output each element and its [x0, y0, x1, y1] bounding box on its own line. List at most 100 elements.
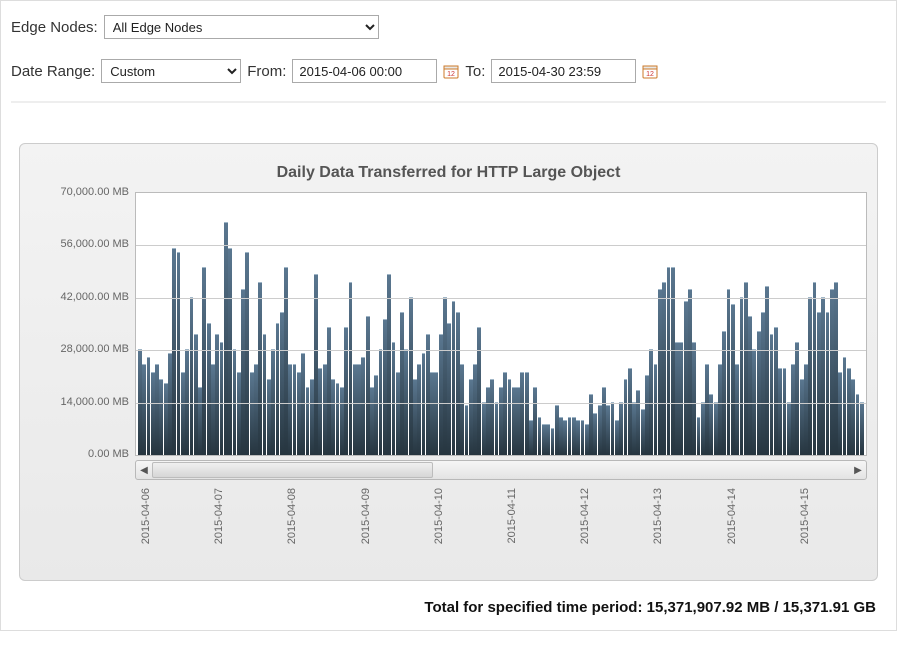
- bar: [280, 312, 284, 455]
- bar: [340, 387, 344, 455]
- scroll-right-button[interactable]: ▶: [850, 461, 866, 479]
- x-tick-label: 2015-04-12: [579, 488, 591, 544]
- bar: [159, 379, 163, 455]
- bar: [757, 331, 761, 456]
- bar: [430, 372, 434, 455]
- x-tick-label: 2015-04-06: [140, 488, 152, 544]
- bar: [460, 364, 464, 455]
- x-tick-label: 2015-04-10: [433, 488, 445, 544]
- bar: [477, 327, 481, 455]
- total-label: Total for specified time period:: [424, 599, 642, 616]
- bar: [172, 248, 176, 455]
- bar: [417, 364, 421, 455]
- bar: [688, 289, 692, 455]
- bar: [800, 379, 804, 455]
- bar: [641, 409, 645, 455]
- bar: [267, 379, 271, 455]
- bar: [473, 364, 477, 455]
- svg-text:12: 12: [647, 71, 655, 78]
- bar: [795, 342, 799, 455]
- bar: [619, 402, 623, 455]
- bar: [241, 289, 245, 455]
- edge-nodes-select[interactable]: All Edge Nodes: [104, 15, 379, 39]
- bar: [306, 387, 310, 455]
- bar: [344, 327, 348, 455]
- total-gb: 15,371.91 GB: [783, 599, 876, 616]
- bar: [679, 342, 683, 455]
- bar: [198, 387, 202, 455]
- bar: [791, 364, 795, 455]
- to-input[interactable]: [491, 59, 636, 83]
- bar: [817, 312, 821, 455]
- plot-row: 0.00 MB14,000.00 MB28,000.00 MB42,000.00…: [30, 192, 867, 456]
- bar: [177, 252, 181, 455]
- bar: [486, 387, 490, 455]
- bar: [654, 364, 658, 455]
- plot-area: [135, 192, 867, 456]
- bar: [383, 319, 387, 455]
- edge-nodes-row: Edge Nodes: All Edge Nodes: [11, 9, 886, 53]
- bar: [443, 297, 447, 455]
- bar: [636, 390, 640, 455]
- bar: [254, 364, 258, 455]
- date-range-select[interactable]: Custom: [101, 59, 241, 83]
- bar: [263, 334, 267, 455]
- bar: [220, 342, 224, 455]
- bar: [456, 312, 460, 455]
- bar: [606, 405, 610, 455]
- bar: [357, 364, 361, 455]
- scroll-thumb[interactable]: [152, 462, 433, 478]
- bar: [692, 342, 696, 455]
- svg-text:12: 12: [448, 71, 456, 78]
- bar: [778, 368, 782, 455]
- bar: [546, 424, 550, 455]
- bar: [851, 379, 855, 455]
- bar: [168, 353, 172, 455]
- bar: [413, 379, 417, 455]
- bar: [482, 402, 486, 455]
- gridline: [136, 245, 866, 246]
- x-tick-label: 2015-04-11: [506, 488, 518, 543]
- bar: [834, 282, 838, 455]
- bar: [392, 342, 396, 455]
- bar: [722, 331, 726, 456]
- bar: [808, 297, 812, 455]
- bar: [628, 368, 632, 455]
- bar: [658, 289, 662, 455]
- bar: [301, 353, 305, 455]
- calendar-icon[interactable]: 12: [443, 63, 459, 79]
- bar: [783, 368, 787, 455]
- bar: [452, 301, 456, 455]
- bar: [297, 372, 301, 455]
- bar: [731, 304, 735, 455]
- bar: [349, 282, 353, 455]
- bar: [572, 417, 576, 455]
- bars-container: [138, 222, 864, 455]
- chart-title: Daily Data Transferred for HTTP Large Ob…: [30, 164, 867, 182]
- bar: [718, 364, 722, 455]
- bar: [181, 372, 185, 455]
- calendar-icon[interactable]: 12: [642, 63, 658, 79]
- bar: [434, 372, 438, 455]
- chart-scrollbar[interactable]: ◀ ▶: [135, 460, 867, 480]
- bar: [611, 402, 615, 455]
- y-tick-label: 56,000.00 MB: [61, 238, 130, 250]
- filters-section: Edge Nodes: All Edge Nodes Date Range: C…: [11, 9, 886, 103]
- bar: [142, 364, 146, 455]
- bar: [727, 289, 731, 455]
- bar: [288, 364, 292, 455]
- from-input[interactable]: [292, 59, 437, 83]
- bar: [748, 316, 752, 455]
- bar: [585, 424, 589, 455]
- to-label: To:: [465, 63, 485, 80]
- edge-nodes-label: Edge Nodes:: [11, 19, 98, 36]
- bar: [615, 420, 619, 455]
- x-tick-label: 2015-04-09: [360, 488, 372, 544]
- date-range-label: Date Range:: [11, 63, 95, 80]
- bar: [520, 372, 524, 455]
- scroll-thumb-track[interactable]: [152, 461, 850, 479]
- bar: [697, 417, 701, 455]
- x-tick-label: 2015-04-08: [286, 488, 298, 544]
- scroll-left-button[interactable]: ◀: [136, 461, 152, 479]
- x-tick-label: 2015-04-07: [213, 488, 225, 544]
